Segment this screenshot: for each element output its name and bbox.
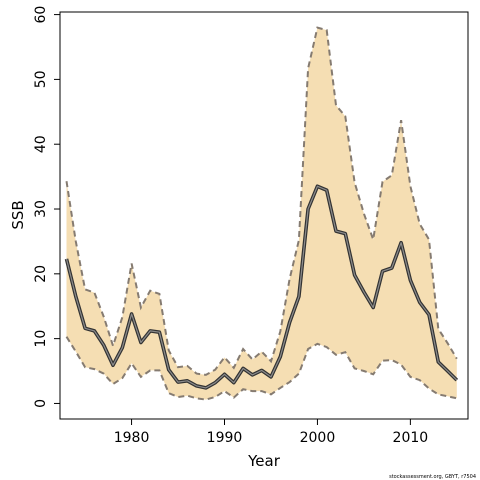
x-axis: 1980 1990 2000 2010	[114, 419, 428, 446]
plot-frame	[59, 11, 469, 420]
y-tick-label-60: 60	[33, 6, 49, 24]
x-tick-label-2000: 2000	[300, 430, 336, 446]
y-tick-label-40: 40	[33, 135, 49, 153]
y-tick-label-10: 10	[33, 330, 49, 348]
x-tick-label-1990: 1990	[207, 430, 243, 446]
x-axis-title: Year	[247, 452, 281, 470]
lower-bound-line	[65, 336, 458, 401]
ssb-estimate-line-highlight	[65, 185, 458, 389]
x-tick-label-2010: 2010	[393, 430, 429, 446]
upper-bound-line	[65, 26, 458, 376]
y-tick-label-0: 0	[33, 399, 49, 408]
y-axis: 0 10 20 30 40 50 60	[33, 6, 60, 408]
confidence-band	[66, 27, 457, 400]
y-tick-label-30: 30	[33, 200, 49, 218]
y-tick-label-20: 20	[33, 265, 49, 283]
footnote: stockassessment.org, GBYT, r7504	[389, 474, 476, 480]
y-axis-title: SSB	[9, 200, 27, 229]
y-tick-label-50: 50	[33, 70, 49, 88]
x-tick-label-1980: 1980	[114, 430, 150, 446]
